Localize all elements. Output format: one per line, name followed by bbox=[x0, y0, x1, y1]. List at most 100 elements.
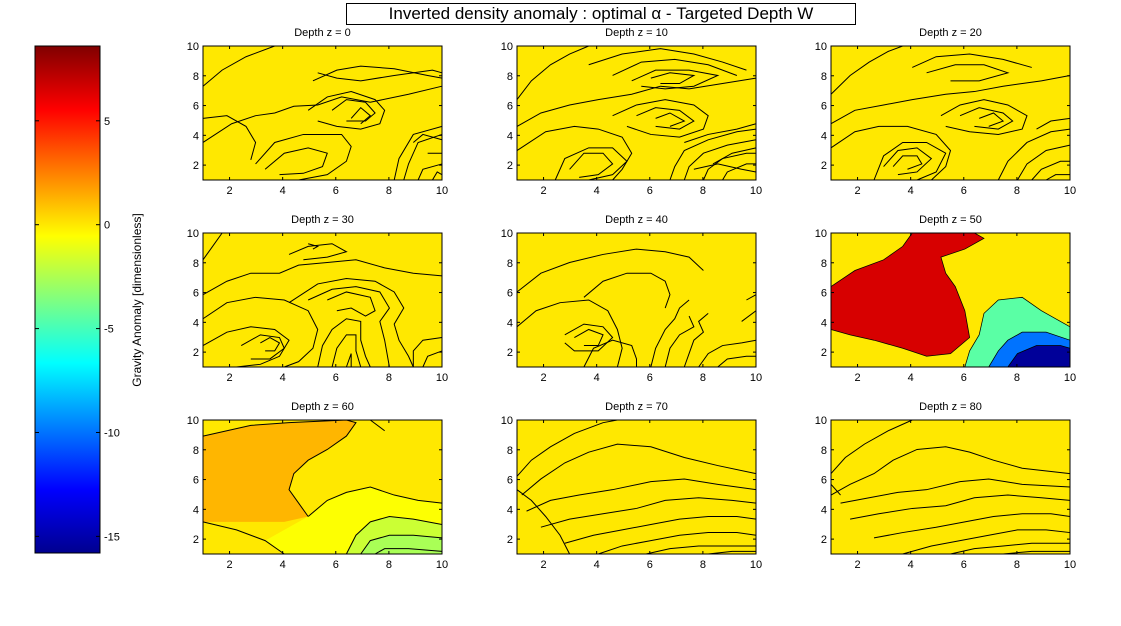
x-tick-label: 6 bbox=[961, 372, 967, 384]
contour-line bbox=[742, 311, 756, 322]
contour-line bbox=[260, 338, 279, 351]
contour-line bbox=[831, 75, 1070, 123]
x-tick-label: 4 bbox=[908, 185, 914, 197]
contour-line bbox=[517, 78, 756, 126]
panel-title: Depth z = 0 bbox=[294, 27, 351, 39]
contour-line bbox=[432, 172, 442, 180]
x-tick-label: 4 bbox=[594, 185, 600, 197]
panel-depth-40: Depth z = 40 2 4 6 8 10 2 4 6 8 10 bbox=[501, 214, 762, 384]
contour-line bbox=[1046, 175, 1070, 180]
y-tick-label: 10 bbox=[187, 415, 199, 427]
contour-fill bbox=[203, 420, 356, 522]
contour-line bbox=[831, 447, 1070, 495]
x-tick-label: 2 bbox=[540, 559, 546, 571]
contour-line bbox=[613, 100, 709, 138]
x-tick-label: 8 bbox=[386, 559, 392, 571]
x-tick-label: 2 bbox=[226, 559, 232, 571]
panel-title: Depth z = 80 bbox=[919, 401, 982, 413]
contour-line bbox=[699, 340, 756, 367]
contour-line bbox=[989, 332, 1070, 367]
contour-line bbox=[370, 420, 384, 431]
y-tick-label: 4 bbox=[193, 130, 199, 142]
x-tick-label: 10 bbox=[436, 372, 448, 384]
contour-line bbox=[589, 49, 747, 70]
panel-depth-10: Depth z = 10 2 4 6 8 10 2 4 6 8 10 bbox=[501, 27, 762, 197]
contour-line bbox=[203, 522, 284, 554]
y-tick-label: 2 bbox=[821, 160, 827, 172]
panel-fill bbox=[517, 233, 756, 367]
panel-fill bbox=[517, 46, 756, 180]
axes-frame bbox=[516, 232, 757, 368]
contour-line bbox=[203, 260, 442, 295]
panel-fill bbox=[831, 420, 1070, 554]
contour-line bbox=[418, 164, 442, 180]
contour-layer bbox=[517, 249, 756, 367]
y-tick-label: 10 bbox=[815, 228, 827, 240]
contour-line bbox=[670, 129, 756, 180]
y-tick-label: 2 bbox=[821, 347, 827, 359]
y-tick-label: 8 bbox=[821, 445, 827, 457]
y-tick-label: 4 bbox=[507, 317, 513, 329]
contour-line bbox=[694, 164, 756, 172]
contour-line bbox=[565, 516, 756, 543]
x-tick-label: 4 bbox=[594, 559, 600, 571]
y-tick-label: 6 bbox=[193, 288, 199, 300]
x-tick-label: 4 bbox=[594, 372, 600, 384]
panel-depth-80: Depth z = 80 2 4 6 8 10 2 4 6 8 10 bbox=[815, 401, 1076, 571]
y-tick-label: 8 bbox=[193, 258, 199, 270]
contour-line bbox=[598, 533, 756, 554]
contour-layer bbox=[831, 46, 1070, 180]
y-tick-label: 2 bbox=[507, 160, 513, 172]
contour-line bbox=[517, 46, 589, 100]
contour-line bbox=[960, 108, 1013, 129]
x-tick-label: 6 bbox=[961, 185, 967, 197]
contour-line bbox=[656, 113, 685, 126]
colorbar-tick-label: -10 bbox=[104, 427, 120, 439]
x-tick-label: 10 bbox=[750, 185, 762, 197]
panel-depth-70: Depth z = 70 2 4 6 8 10 2 4 6 8 10 bbox=[501, 401, 762, 571]
contour-line bbox=[874, 514, 1070, 538]
contour-line bbox=[332, 335, 361, 367]
panels: Depth z = 0 2 4 6 8 10 2 4 6 8 10 Depth z = 10 2 4 6 8 1… bbox=[187, 27, 1076, 571]
contour-line bbox=[613, 59, 737, 75]
contour-layer bbox=[203, 233, 442, 367]
x-tick-label: 8 bbox=[1014, 372, 1020, 384]
y-tick-label: 2 bbox=[821, 534, 827, 546]
y-tick-label: 4 bbox=[507, 504, 513, 516]
contour-line bbox=[541, 498, 756, 527]
contour-line bbox=[522, 444, 756, 495]
panel-title: Depth z = 20 bbox=[919, 27, 982, 39]
contour-layer bbox=[517, 420, 756, 554]
contour-line bbox=[584, 340, 637, 367]
contour-line bbox=[241, 335, 284, 359]
contour-line bbox=[375, 549, 442, 554]
x-tick-label: 10 bbox=[1064, 185, 1076, 197]
x-tick-label: 8 bbox=[700, 372, 706, 384]
contour-line bbox=[361, 535, 442, 554]
x-tick-label: 8 bbox=[386, 372, 392, 384]
y-tick-label: 6 bbox=[507, 101, 513, 113]
colorbar-gradient bbox=[34, 45, 101, 554]
colorbar-tick-label: 5 bbox=[104, 116, 110, 128]
contour-line bbox=[646, 546, 756, 554]
x-tick-label: 8 bbox=[386, 185, 392, 197]
contour-line bbox=[665, 316, 694, 367]
y-tick-label: 6 bbox=[193, 475, 199, 487]
contour-line bbox=[423, 351, 442, 367]
contour-line bbox=[256, 134, 352, 180]
y-tick-label: 10 bbox=[187, 41, 199, 53]
x-tick-label: 2 bbox=[226, 372, 232, 384]
contour-line bbox=[265, 148, 327, 175]
contour-line bbox=[318, 319, 371, 367]
panel-fill bbox=[203, 46, 442, 180]
contour-layer bbox=[831, 420, 1070, 554]
contour-line bbox=[351, 108, 370, 124]
y-tick-label: 4 bbox=[821, 130, 827, 142]
panel-depth-50: Depth z = 50 2 4 6 8 10 2 4 6 8 10 bbox=[815, 214, 1076, 384]
contour-layer bbox=[517, 46, 756, 180]
panel-depth-60: Depth z = 60 2 4 6 8 10 2 4 6 8 10 bbox=[187, 401, 448, 571]
y-tick-label: 2 bbox=[507, 347, 513, 359]
x-tick-label: 4 bbox=[908, 559, 914, 571]
x-tick-label: 4 bbox=[280, 372, 286, 384]
